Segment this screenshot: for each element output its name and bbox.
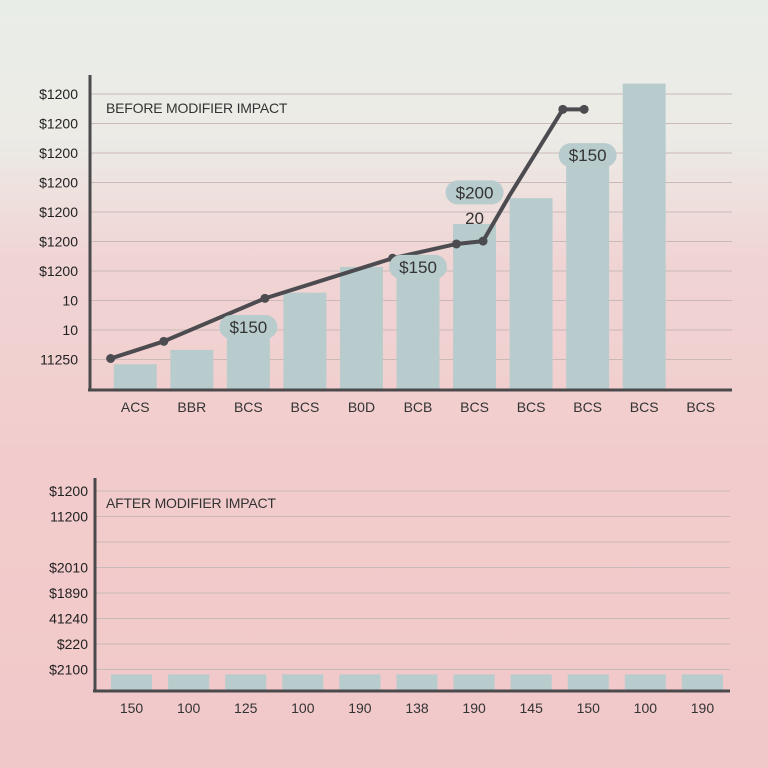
trend-point — [558, 104, 568, 114]
callout-label: $150 — [399, 258, 437, 277]
trend-point — [579, 104, 589, 114]
bar — [453, 223, 497, 390]
bar — [339, 674, 381, 691]
y-tick-label: $2010 — [49, 560, 88, 576]
trend-point — [159, 336, 169, 346]
x-tick-label: BCS — [517, 399, 546, 415]
x-tick-label: 190 — [691, 700, 715, 716]
y-tick-label: $2100 — [49, 662, 88, 678]
trend-point — [260, 293, 270, 303]
y-tick-label: $1200 — [39, 116, 78, 132]
bar — [624, 674, 666, 691]
x-tick-label: BCS — [234, 399, 263, 415]
callout-label: $200 — [456, 183, 494, 202]
x-tick-label: 138 — [405, 700, 429, 716]
chart-after: 150 100 125 100 190 138 190 145 150 100 190 $1200 1… — [49, 478, 730, 716]
x-tick-label: 125 — [234, 700, 258, 716]
chart-before: $150 $150 $200 20 $150 ACS BBR BCS BCS B0D BCB BCS… — [39, 75, 732, 415]
x-tick-label: 100 — [291, 700, 315, 716]
y-tick-label: $1200 — [39, 145, 78, 161]
x-tick-label: BCS — [291, 399, 320, 415]
callout-badge — [389, 254, 447, 279]
trend-point — [478, 236, 488, 246]
bar — [282, 674, 324, 691]
chart-before-title: BEFORE MODIFIER IMPACT — [106, 100, 288, 116]
y-tick-label: $1200 — [49, 483, 88, 499]
bar — [168, 674, 210, 691]
y-tick-label: $1200 — [39, 204, 78, 220]
x-tick-label: 100 — [177, 700, 201, 716]
callout-label: 20 — [465, 209, 484, 228]
bar — [681, 674, 724, 691]
bar — [566, 163, 610, 390]
x-tick-label: ACS — [121, 399, 150, 415]
x-tick-label: BCS — [686, 399, 715, 415]
trend-point — [106, 354, 116, 363]
bar — [453, 674, 495, 691]
y-tick-label: 11250 — [40, 352, 78, 368]
callout-badge — [219, 315, 278, 339]
bar — [396, 674, 438, 691]
trend-point — [451, 239, 461, 249]
y-tick-label: 11200 — [50, 509, 88, 525]
bar — [283, 292, 327, 390]
x-tick-label: BBR — [177, 399, 206, 415]
x-tick-label: 190 — [348, 700, 372, 716]
x-tick-label: 190 — [462, 700, 486, 716]
y-tick-label: $1200 — [39, 234, 78, 250]
x-tick-label: BCB — [404, 399, 433, 415]
bar — [396, 272, 440, 390]
x-tick-label: 145 — [520, 700, 544, 716]
callout-label: $150 — [569, 146, 607, 165]
y-tick-label: 10 — [62, 293, 78, 309]
bar — [170, 349, 214, 390]
bar — [225, 674, 267, 691]
y-tick-label: $220 — [57, 636, 88, 652]
x-tick-label: BCS — [573, 399, 602, 415]
y-tick-label: $1890 — [49, 585, 88, 601]
callout-badge — [558, 143, 617, 168]
bar — [509, 198, 553, 390]
x-tick-label: BCS — [630, 399, 659, 415]
y-tick-label: $1200 — [39, 175, 78, 191]
bar — [622, 83, 666, 390]
x-tick-label: 150 — [120, 700, 144, 716]
x-tick-label: B0D — [348, 399, 375, 415]
y-tick-label: 41240 — [49, 611, 88, 627]
x-tick-label: BCS — [460, 399, 489, 415]
chart-after-title: AFTER MODIFIER IMPACT — [106, 495, 276, 511]
y-tick-label: 10 — [62, 322, 78, 338]
bar — [113, 364, 157, 390]
bar — [110, 674, 153, 691]
bar — [339, 266, 383, 390]
callout-label: $150 — [229, 318, 267, 337]
bar — [567, 674, 609, 691]
y-tick-label: $1200 — [39, 86, 78, 102]
x-tick-label: 100 — [634, 700, 658, 716]
x-tick-label: 150 — [577, 700, 601, 716]
y-tick-label: $1200 — [39, 263, 78, 279]
bar — [510, 674, 552, 691]
callout-badge — [445, 180, 504, 205]
